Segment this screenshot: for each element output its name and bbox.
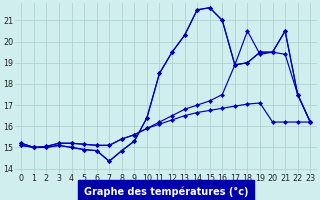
X-axis label: Graphe des températures (°c): Graphe des températures (°c) (84, 186, 248, 197)
